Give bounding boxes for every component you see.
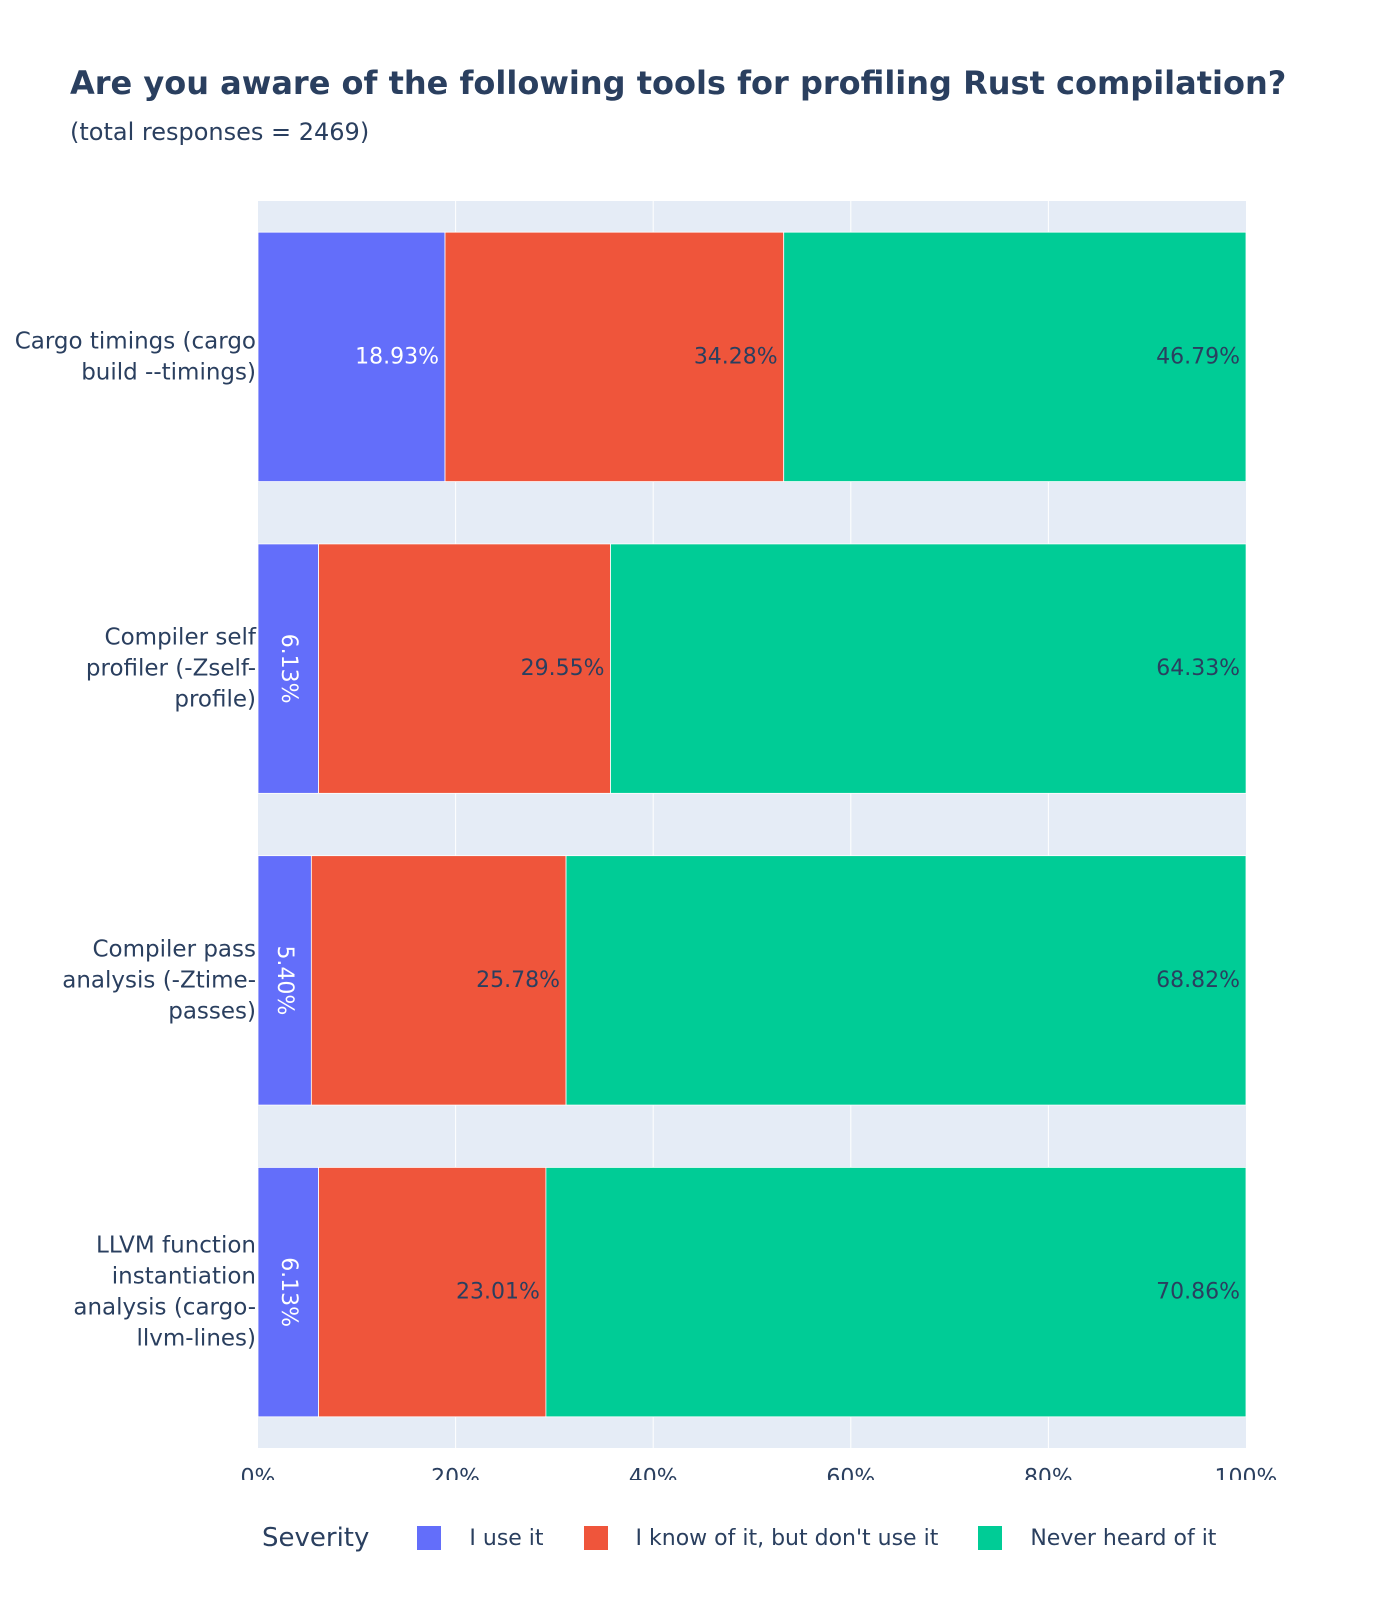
bar-data-label: 18.93%	[355, 344, 439, 369]
bar-data-label: 68.82%	[1156, 968, 1240, 993]
bar-segment	[610, 543, 1247, 794]
bar-segment	[318, 543, 611, 794]
bar-segment	[257, 231, 446, 482]
y-tick-label: profile)	[174, 687, 256, 713]
bar-data-label: 64.33%	[1156, 656, 1240, 681]
bar-segment	[318, 1167, 547, 1418]
legend-item-use[interactable]: I use it	[417, 1525, 544, 1551]
bar-segment	[444, 231, 785, 482]
y-tick-label: Compiler self	[105, 625, 257, 651]
x-tick-label: 40%	[629, 1466, 678, 1481]
legend-swatch-never	[978, 1526, 1003, 1550]
y-tick-label: profiler (-Zself-	[86, 656, 256, 682]
legend-swatch-know	[583, 1526, 608, 1550]
y-tick-label: Cargo timings (cargo	[15, 328, 256, 354]
y-tick-label: passes)	[168, 998, 256, 1024]
bar-data-label: 29.55%	[521, 656, 605, 681]
bar-segment	[545, 1167, 1247, 1418]
bar-segment	[257, 855, 312, 1106]
legend-label-use: I use it	[469, 1525, 544, 1551]
legend: Severity I use it I know of it, but don'…	[262, 1518, 1256, 1558]
y-tick-label: llvm-lines)	[136, 1326, 256, 1352]
legend-item-never[interactable]: Never heard of it	[978, 1526, 1216, 1551]
bar-data-label: 6.13%	[276, 1257, 301, 1327]
legend-title: Severity	[262, 1523, 370, 1553]
x-tick-label: 60%	[826, 1466, 875, 1481]
y-tick-label: analysis (-Ztime-	[62, 967, 256, 993]
bar-data-label: 46.79%	[1156, 344, 1240, 369]
y-tick-label: build --timings)	[81, 359, 256, 385]
chart-title: Are you aware of the following tools for…	[70, 64, 1287, 102]
bar-data-label: 23.01%	[456, 1280, 540, 1305]
chart-subtitle: (total responses = 2469)	[70, 118, 370, 146]
legend-item-know[interactable]: I know of it, but don't use it	[583, 1525, 939, 1551]
bar-data-label: 34.28%	[694, 344, 778, 369]
y-tick-label: LLVM function	[96, 1233, 256, 1259]
y-tick-label: Compiler pass	[93, 936, 257, 962]
bar-segment	[783, 231, 1247, 482]
legend-label-know: I know of it, but don't use it	[635, 1525, 939, 1551]
y-tick-label: instantiation	[112, 1264, 256, 1290]
bar-data-label: 5.40%	[272, 945, 297, 1015]
bar-data-label: 6.13%	[276, 634, 301, 704]
legend-swatch-use	[417, 1526, 442, 1550]
bar-segment	[257, 543, 319, 794]
x-tick-label: 20%	[431, 1466, 480, 1481]
x-tick-label: 0%	[241, 1466, 276, 1481]
bar-data-label: 70.86%	[1156, 1280, 1240, 1305]
bar-segment	[565, 855, 1247, 1106]
bar-data-label: 25.78%	[476, 968, 560, 993]
bar-segment	[310, 855, 567, 1106]
x-tick-label: 80%	[1024, 1466, 1073, 1481]
x-tick-label: 100%	[1215, 1466, 1278, 1481]
stacked-bar-chart: 18.93% 34.28% 46.79% Cargo timings (cargo bu…	[15, 201, 1278, 1481]
legend-label-never: Never heard of it	[1030, 1525, 1217, 1551]
y-tick-label: analysis (cargo-	[73, 1295, 256, 1321]
